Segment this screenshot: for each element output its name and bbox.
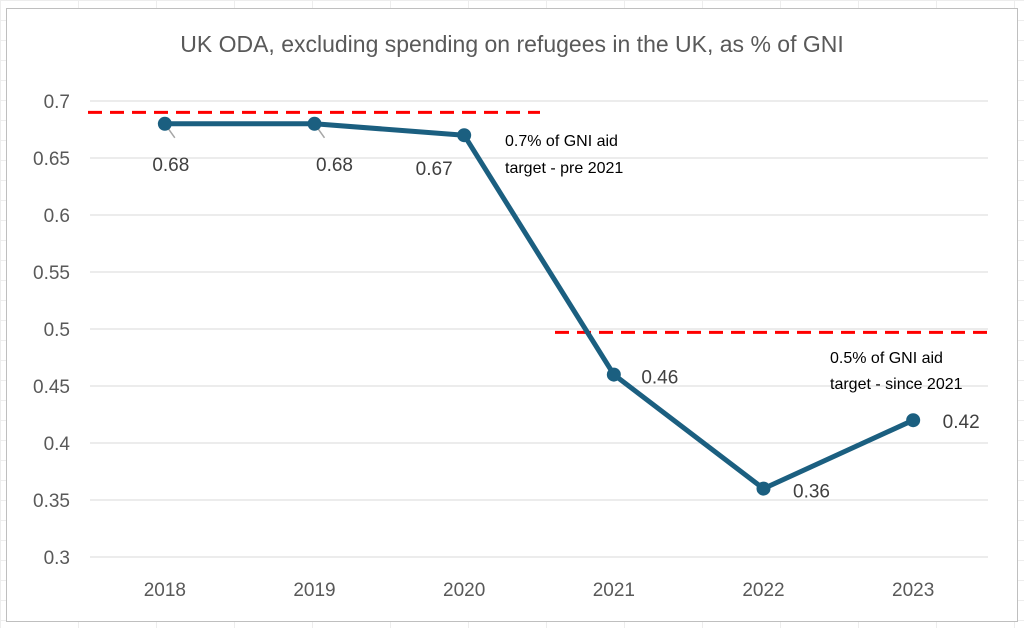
y-tick-label: 0.65	[33, 149, 70, 170]
data-point[interactable]	[307, 116, 322, 131]
chart-area[interactable]: UK ODA, excluding spending on refugees i…	[6, 8, 1018, 622]
data-point[interactable]	[457, 128, 472, 143]
y-tick-label: 0.5	[44, 320, 70, 341]
data-label: 0.68	[316, 155, 353, 176]
y-tick-label: 0.3	[44, 548, 70, 569]
y-tick-label: 0.7	[44, 92, 70, 113]
y-tick-label: 0.45	[33, 377, 70, 398]
y-tick-label: 0.4	[44, 434, 71, 455]
target-annotation-line: 0.5% of GNI aid	[830, 350, 943, 367]
x-tick-label: 2019	[293, 580, 335, 601]
data-point[interactable]	[906, 413, 921, 428]
target-annotation-line: target - since 2021	[830, 376, 963, 393]
target-annotation-line: target - pre 2021	[505, 160, 623, 177]
data-label: 0.46	[641, 368, 678, 389]
y-tick-label: 0.6	[44, 206, 70, 227]
y-tick-label: 0.55	[33, 263, 70, 284]
x-tick-label: 2022	[742, 580, 784, 601]
chart-title: UK ODA, excluding spending on refugees i…	[180, 31, 844, 57]
x-tick-label: 2018	[144, 580, 186, 601]
data-point[interactable]	[606, 367, 621, 382]
data-point[interactable]	[157, 116, 172, 131]
x-tick-label: 2020	[443, 580, 485, 601]
x-tick-label: 2023	[892, 580, 934, 601]
series-line	[164, 121, 915, 492]
data-label: 0.67	[416, 159, 453, 180]
data-label: 0.68	[152, 155, 189, 176]
x-tick-label: 2021	[593, 580, 635, 601]
data-label: 0.36	[793, 482, 830, 503]
data-label: 0.42	[943, 412, 980, 433]
y-tick-label: 0.35	[33, 491, 70, 512]
data-point[interactable]	[756, 481, 771, 496]
target-annotation-line: 0.7% of GNI aid	[505, 133, 618, 150]
